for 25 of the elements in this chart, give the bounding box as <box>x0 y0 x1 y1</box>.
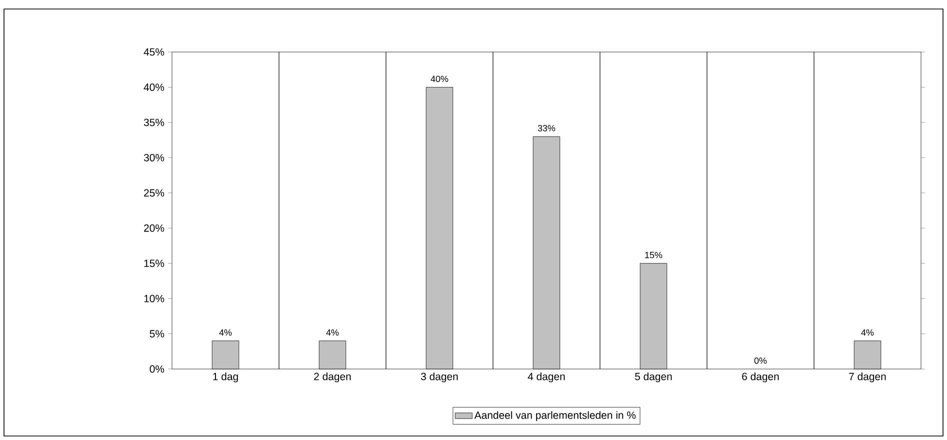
y-tick-label: 20% <box>144 224 164 232</box>
y-tick-label: 30% <box>144 154 164 162</box>
y-tick-label: 15% <box>144 260 164 268</box>
data-label: 15% <box>645 252 662 258</box>
data-label: 40% <box>430 76 448 82</box>
y-tick-label: 10% <box>144 294 164 302</box>
x-tick-label: 4 dagen <box>528 372 565 382</box>
x-tick-label: 7 dagen <box>849 372 886 382</box>
data-label: 0% <box>754 357 767 364</box>
x-tick-label: 1 dag <box>213 372 238 382</box>
x-tick-label: 5 dagen <box>635 372 672 382</box>
legend-label: Aandeel van parlementsleden in % <box>474 411 636 421</box>
data-label: 4% <box>326 329 339 336</box>
y-tick-label: 40% <box>144 84 164 91</box>
x-tick-label: 3 dagen <box>420 372 458 382</box>
x-tick-label: 6 dagen <box>742 372 779 382</box>
y-tick-label: 45% <box>144 48 164 56</box>
data-label: 4% <box>219 329 232 336</box>
y-tick-label: 0% <box>150 365 164 373</box>
data-label: 4% <box>861 329 874 336</box>
data-label: 33% <box>538 125 556 132</box>
y-tick-label: 5% <box>150 330 164 338</box>
x-tick-label: 2 dagen <box>314 372 351 382</box>
y-tick-label: 35% <box>144 118 164 126</box>
y-tick-label: 25% <box>144 189 164 197</box>
